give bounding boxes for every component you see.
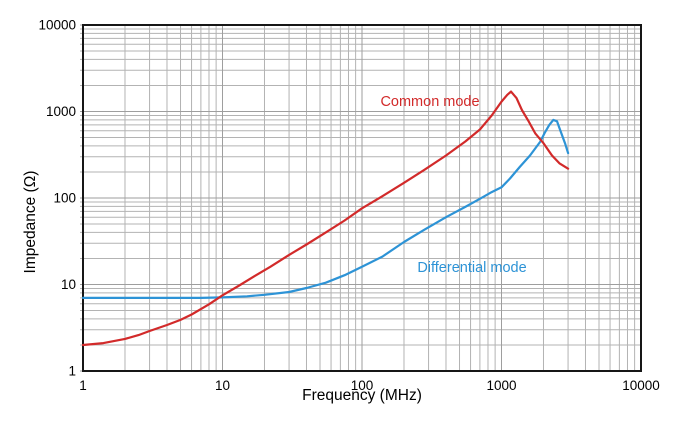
common-mode-curve-label: Common mode xyxy=(380,94,480,110)
x-tick-label: 100 xyxy=(351,378,374,393)
x-axis-title: Frequency (MHz) xyxy=(302,387,422,404)
y-tick-label: 10 xyxy=(61,277,76,292)
x-tick-label: 1 xyxy=(79,378,87,393)
series-line-differential-mode xyxy=(81,118,570,299)
x-tick-label: 10 xyxy=(215,378,230,393)
differential-mode-curve-label: Differential mode xyxy=(417,260,527,276)
y-tick-label: 100 xyxy=(53,191,76,206)
y-tick-label: 10000 xyxy=(38,18,76,33)
y-axis-title: Impedance (Ω) xyxy=(22,170,39,274)
x-tick-label: 10000 xyxy=(622,378,660,393)
x-tick-label: 1000 xyxy=(486,378,516,393)
y-tick-label: 1 xyxy=(68,364,76,379)
y-tick-label: 1000 xyxy=(46,104,76,119)
series-line-common-mode xyxy=(81,90,570,347)
axis-frame xyxy=(82,24,642,372)
